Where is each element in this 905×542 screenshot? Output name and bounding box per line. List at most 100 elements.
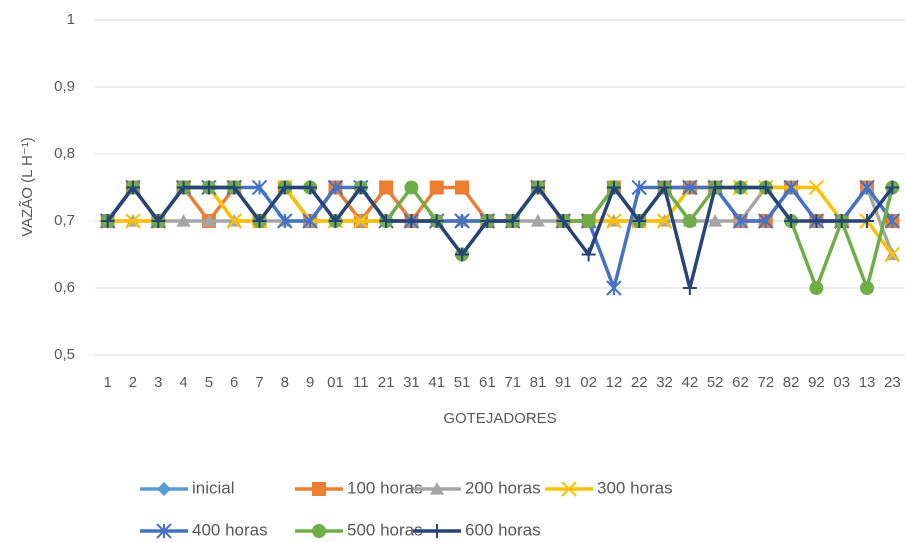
- marker: [312, 524, 326, 538]
- x-tick-label: 13: [859, 374, 876, 391]
- x-tick-label: 71: [504, 374, 521, 391]
- marker: [227, 180, 242, 195]
- marker: [454, 213, 470, 229]
- marker: [859, 179, 875, 196]
- x-tick-label: 42: [682, 374, 699, 391]
- marker: [226, 213, 242, 229]
- legend-label: 300 horas: [597, 478, 673, 497]
- marker: [327, 179, 344, 196]
- series-line: [106, 185, 895, 290]
- x-tick-label: 62: [732, 374, 749, 391]
- marker: [252, 214, 267, 228]
- x-tick-label: 51: [454, 374, 471, 391]
- x-tick-label: 52: [707, 374, 724, 391]
- marker: [784, 214, 799, 228]
- marker: [157, 482, 171, 496]
- marker: [561, 481, 577, 497]
- marker: [251, 179, 268, 196]
- marker: [480, 214, 495, 228]
- legend-label: 400 horas: [192, 520, 268, 539]
- marker: [758, 180, 773, 195]
- marker: [808, 179, 825, 196]
- marker: [379, 214, 394, 228]
- x-tick-label: 6: [230, 374, 238, 391]
- marker: [404, 214, 419, 228]
- series-line: [106, 185, 894, 223]
- marker: [429, 180, 444, 195]
- x-tick-label: 03: [833, 374, 850, 391]
- marker: [125, 213, 141, 229]
- marker: [556, 214, 571, 228]
- marker: [430, 524, 444, 538]
- x-tick-label: 22: [631, 374, 648, 391]
- x-tick-label: 91: [555, 374, 572, 391]
- x-axis-label: GOTEJADORES: [443, 410, 556, 427]
- marker: [201, 180, 216, 195]
- legend-label: 600 horas: [465, 520, 541, 539]
- marker: [631, 179, 647, 196]
- marker: [176, 214, 191, 227]
- x-tick-label: 81: [530, 374, 547, 391]
- x-tick-label: 02: [580, 374, 597, 391]
- marker: [581, 247, 596, 262]
- marker: [682, 214, 697, 228]
- marker: [884, 213, 901, 229]
- x-tick-label: 21: [378, 374, 395, 391]
- marker: [733, 180, 748, 195]
- marker: [834, 214, 849, 228]
- marker: [809, 281, 824, 295]
- series-line: [106, 185, 894, 223]
- marker: [176, 180, 191, 195]
- marker: [732, 213, 749, 229]
- x-tick-label: 2: [129, 374, 137, 391]
- marker: [758, 213, 774, 229]
- marker: [277, 213, 293, 229]
- marker: [606, 280, 622, 296]
- marker: [353, 180, 368, 195]
- x-tick-label: 3: [154, 374, 162, 391]
- x-tick-label: 7: [255, 374, 263, 391]
- marker: [151, 214, 166, 228]
- marker: [156, 523, 172, 539]
- legend-label: 100 horas: [347, 478, 423, 497]
- marker: [379, 180, 394, 195]
- series-line: [106, 185, 894, 290]
- series-line: [106, 185, 894, 290]
- marker: [682, 179, 698, 196]
- y-tick-label: 0,6: [54, 279, 75, 296]
- x-tick-label: 31: [403, 374, 420, 391]
- x-tick-label: 11: [353, 374, 369, 391]
- marker: [328, 214, 343, 228]
- x-tick-label: 41: [428, 374, 445, 391]
- y-axis-label: VAZÃO (L H⁻¹): [19, 137, 36, 237]
- marker: [656, 213, 673, 229]
- marker: [809, 214, 824, 228]
- marker: [708, 214, 723, 227]
- y-tick-label: 0,8: [54, 145, 75, 162]
- marker: [100, 214, 115, 228]
- marker: [682, 281, 697, 295]
- marker: [530, 180, 545, 195]
- x-tick-label: 92: [808, 374, 825, 391]
- y-tick-label: 0,7: [54, 212, 75, 229]
- marker: [708, 180, 723, 195]
- marker: [657, 180, 672, 195]
- x-tick-label: 72: [757, 374, 774, 391]
- x-tick-label: 82: [783, 374, 800, 391]
- marker: [455, 247, 470, 262]
- x-tick-label: 01: [327, 374, 344, 391]
- marker: [860, 214, 875, 228]
- marker: [530, 214, 545, 227]
- marker: [201, 214, 216, 227]
- x-tick-label: 61: [479, 374, 496, 391]
- x-tick-label: 5: [205, 374, 213, 391]
- marker: [455, 180, 470, 195]
- y-tick-label: 0,5: [54, 346, 75, 363]
- marker: [303, 180, 318, 195]
- marker: [860, 281, 875, 295]
- legend-label: 200 horas: [465, 478, 541, 497]
- marker: [302, 213, 318, 229]
- x-tick-label: 1: [103, 374, 111, 391]
- marker: [632, 214, 647, 228]
